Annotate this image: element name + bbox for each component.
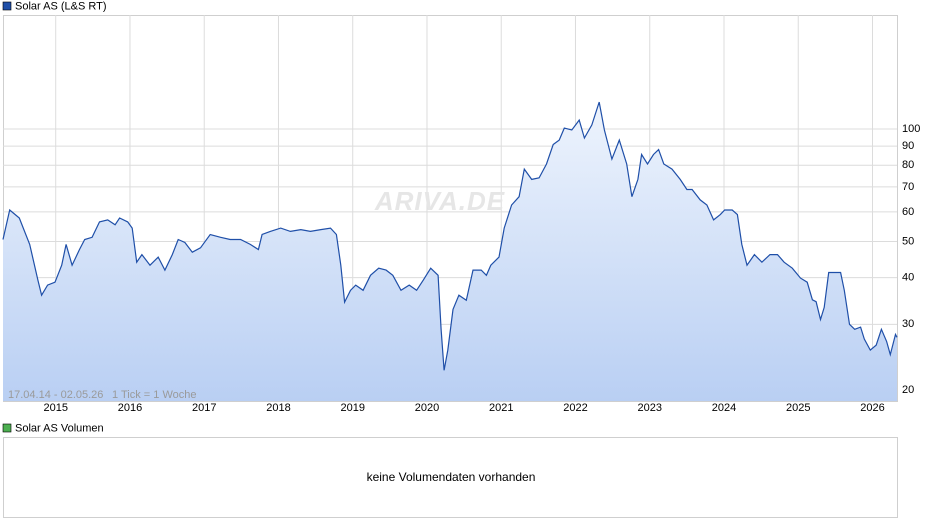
y-tick-label: 90 — [902, 140, 914, 152]
x-tick-label: 2025 — [786, 402, 810, 414]
volume-message: keine Volumendaten vorhanden — [367, 470, 536, 484]
legend-label: Solar AS (L&S RT) — [15, 0, 107, 12]
y-tick-label: 50 — [902, 235, 914, 247]
x-tick-label: 2015 — [43, 402, 67, 414]
y-tick-label: 100 — [902, 123, 920, 135]
legend-swatch — [2, 423, 12, 433]
x-tick-label: 2017 — [192, 402, 216, 414]
tick-info: 1 Tick = 1 Woche — [112, 389, 196, 401]
volume-frame — [3, 437, 898, 518]
area-layer — [3, 102, 897, 401]
y-tick-label: 60 — [902, 206, 914, 218]
x-tick-label: 2019 — [340, 402, 364, 414]
y-tick-label: 70 — [902, 181, 914, 193]
y-tick-label: 40 — [902, 272, 914, 284]
x-tick-label: 2023 — [637, 402, 661, 414]
x-tick-label: 2018 — [266, 402, 290, 414]
x-tick-label: 2022 — [563, 402, 587, 414]
volume-title: Solar AS Volumen — [15, 422, 104, 434]
range-label: 17.04.14 - 02.05.26 — [8, 389, 103, 401]
y-tick-label: 20 — [902, 384, 914, 396]
price-line — [2, 101, 898, 371]
watermark: ARIVA.DE — [374, 186, 505, 216]
x-tick-label: 2020 — [415, 402, 439, 414]
area-fill — [3, 102, 897, 401]
y-tick-label: 80 — [902, 159, 914, 171]
legend-swatch — [2, 1, 12, 11]
x-tick-label: 2026 — [860, 402, 884, 414]
x-tick-label: 2016 — [118, 402, 142, 414]
x-tick-label: 2024 — [712, 402, 736, 414]
x-tick-label: 2021 — [489, 402, 513, 414]
y-tick-label: 30 — [902, 318, 914, 330]
line-layer — [2, 101, 898, 371]
